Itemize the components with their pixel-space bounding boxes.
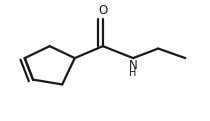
Text: O: O [98,4,108,17]
Text: H: H [130,68,137,78]
Text: N: N [129,59,138,72]
